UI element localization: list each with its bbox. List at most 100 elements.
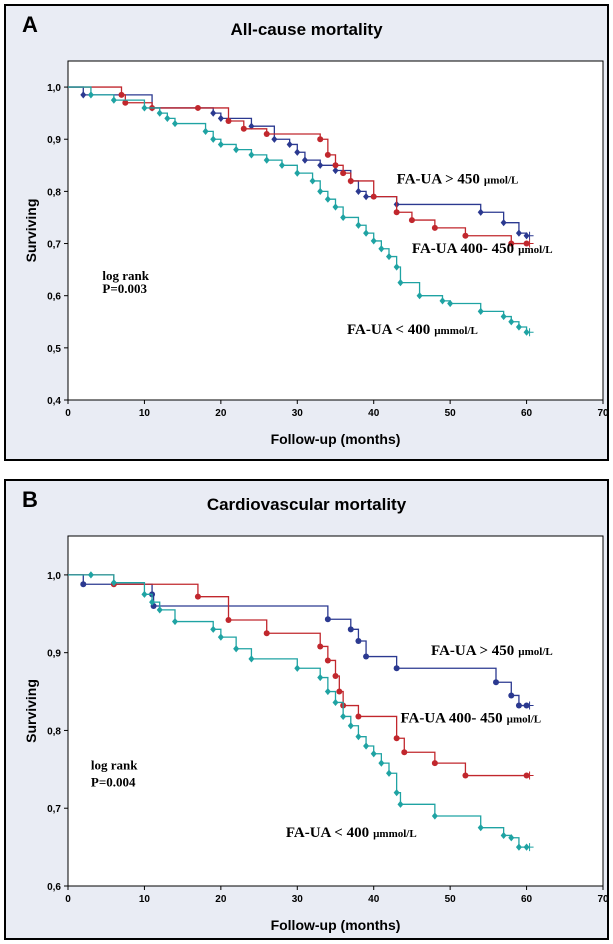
annotation-text: log rank (91, 757, 138, 772)
series-marker (110, 96, 117, 104)
series-marker (401, 749, 408, 756)
series-marker (431, 760, 438, 767)
series-marker (294, 148, 301, 156)
annotation-stat-line2: P=0.004 (91, 774, 136, 789)
x-axis-title: Follow-up (months) (271, 431, 401, 447)
annotation-text: P=0.004 (91, 774, 136, 789)
series-marker (508, 692, 515, 699)
series-marker (462, 232, 469, 239)
series-marker (477, 307, 484, 315)
annotation-unit: µmol/L (518, 646, 552, 658)
panel-b: B Cardiovascular mortality 0 10 20 30 40 50 60… (4, 479, 609, 940)
series-marker (393, 209, 400, 216)
series-marker (317, 136, 324, 143)
chart-plot-b: 0 10 20 30 40 50 60 70 0,6 0,7 0,8 0,9 1,0 Follow-up … (23, 535, 609, 933)
series-marker (386, 769, 392, 777)
chart-title: All-cause mortality (230, 20, 383, 39)
series-marker (515, 702, 522, 709)
series-marker (294, 169, 301, 177)
x-tick-label: 40 (368, 408, 380, 419)
annotation-text: FA-UA > 450 (397, 172, 480, 188)
series-marker (515, 323, 522, 331)
censor-mark (525, 231, 534, 240)
series-marker (355, 638, 362, 644)
series-marker (332, 162, 339, 169)
annotation-text: P=0.003 (102, 281, 147, 296)
annotation-label-mid: FA-UA 400- 450 µmol/L (400, 711, 541, 727)
annotation-label-low: FA-UA < 400 µmmol/L (286, 825, 417, 841)
x-tick-label: 20 (215, 408, 227, 419)
series-marker (141, 104, 148, 112)
censor-mark (525, 771, 534, 780)
series-marker (87, 91, 94, 99)
series-marker (248, 122, 255, 130)
plot-area (67, 535, 604, 887)
annotation-label-high: FA-UA > 450 µmol/L (397, 172, 519, 188)
y-axis-title: Surviving (23, 199, 39, 263)
y-tick-label: 0,7 (47, 240, 61, 251)
x-tick-label: 60 (521, 894, 533, 905)
series-marker (80, 581, 87, 588)
annotation-unit: µmol/L (484, 175, 518, 187)
series-marker (324, 687, 331, 696)
x-tick-label: 30 (292, 408, 304, 419)
censor-mark (525, 701, 534, 710)
series-marker (194, 104, 201, 111)
annotation-label-high: FA-UA > 450 µmol/L (431, 643, 553, 659)
series-marker (397, 279, 404, 287)
annotation-unit: µmmol/L (434, 325, 478, 337)
annotation-text: FA-UA 400- 450 (400, 711, 502, 727)
censor-mark (525, 239, 534, 248)
series-marker (477, 824, 484, 832)
y-tick-label: 0,6 (47, 292, 61, 303)
series-marker (340, 170, 347, 177)
series-marker (294, 664, 301, 672)
x-tick-label: 20 (215, 894, 227, 905)
x-tick-label: 50 (445, 408, 457, 419)
series-marker (172, 617, 178, 626)
y-tick-label: 1,0 (47, 83, 61, 94)
series-marker (194, 593, 201, 600)
x-tick-label: 40 (368, 894, 380, 905)
series-marker (363, 229, 370, 237)
series-marker (393, 789, 400, 797)
series-marker (393, 263, 400, 271)
annotation-text: FA-UA 400- 450 (412, 241, 514, 257)
series-marker (332, 166, 339, 175)
series-marker (515, 843, 522, 851)
series-marker (172, 119, 178, 128)
annotation-unit: µmol/L (507, 714, 541, 726)
series-marker (122, 99, 129, 106)
series-marker (431, 224, 438, 231)
series-marker (332, 673, 339, 679)
plot-area (67, 60, 604, 401)
series-marker (324, 151, 331, 158)
annotation-unit: µmol/L (518, 244, 552, 256)
series-marker (317, 187, 324, 195)
x-tick-label: 10 (139, 408, 151, 419)
panel-letter: A (22, 12, 38, 37)
series-marker (340, 213, 347, 222)
series-marker (217, 114, 224, 122)
x-axis-title: Follow-up (months) (271, 917, 401, 933)
series-marker (370, 237, 377, 245)
series-marker (347, 177, 354, 184)
series-marker (462, 772, 469, 779)
annotation-stat-line2: P=0.003 (102, 281, 147, 296)
series-marker (202, 127, 209, 136)
series-marker (508, 834, 515, 842)
y-tick-label: 0,9 (47, 135, 61, 146)
annotation-label-low: FA-UA < 400 µmmol/L (347, 322, 478, 338)
series-marker (500, 219, 507, 227)
annotation-stat-line1: log rank (91, 757, 138, 772)
panel-letter: B (22, 487, 38, 512)
series-marker (447, 299, 454, 308)
series-marker (477, 208, 484, 216)
series-marker (210, 135, 217, 143)
x-tick-label: 50 (445, 894, 457, 905)
series-marker (363, 742, 370, 750)
series-marker (332, 203, 339, 211)
annotation-text: FA-UA < 400 (286, 825, 369, 841)
series-marker (324, 657, 331, 664)
series-marker (508, 240, 515, 247)
